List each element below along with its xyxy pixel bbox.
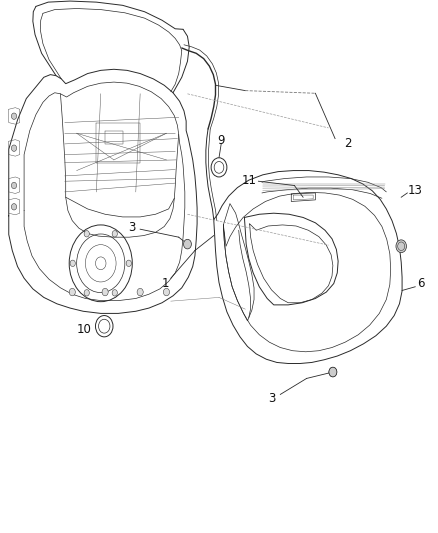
Text: 13: 13 bbox=[408, 184, 423, 197]
Circle shape bbox=[163, 288, 170, 296]
Text: 3: 3 bbox=[268, 392, 275, 405]
Circle shape bbox=[84, 231, 89, 237]
Text: 9: 9 bbox=[217, 134, 225, 147]
Circle shape bbox=[102, 288, 108, 296]
Circle shape bbox=[137, 288, 143, 296]
Text: 1: 1 bbox=[162, 277, 170, 290]
Circle shape bbox=[329, 367, 337, 377]
Circle shape bbox=[11, 182, 17, 189]
Circle shape bbox=[95, 316, 113, 337]
Circle shape bbox=[69, 288, 75, 296]
Circle shape bbox=[211, 158, 227, 177]
Circle shape bbox=[184, 239, 191, 249]
Circle shape bbox=[126, 260, 131, 266]
Circle shape bbox=[396, 240, 406, 253]
Circle shape bbox=[112, 289, 117, 296]
Circle shape bbox=[11, 204, 17, 210]
Circle shape bbox=[70, 260, 75, 266]
Circle shape bbox=[84, 289, 89, 296]
Circle shape bbox=[112, 231, 117, 237]
Text: 3: 3 bbox=[128, 221, 135, 234]
Circle shape bbox=[11, 113, 17, 119]
Text: 10: 10 bbox=[77, 323, 92, 336]
Text: 6: 6 bbox=[417, 277, 424, 290]
Circle shape bbox=[11, 145, 17, 151]
Text: 11: 11 bbox=[242, 174, 257, 187]
Text: 2: 2 bbox=[344, 138, 352, 150]
Circle shape bbox=[329, 367, 337, 377]
